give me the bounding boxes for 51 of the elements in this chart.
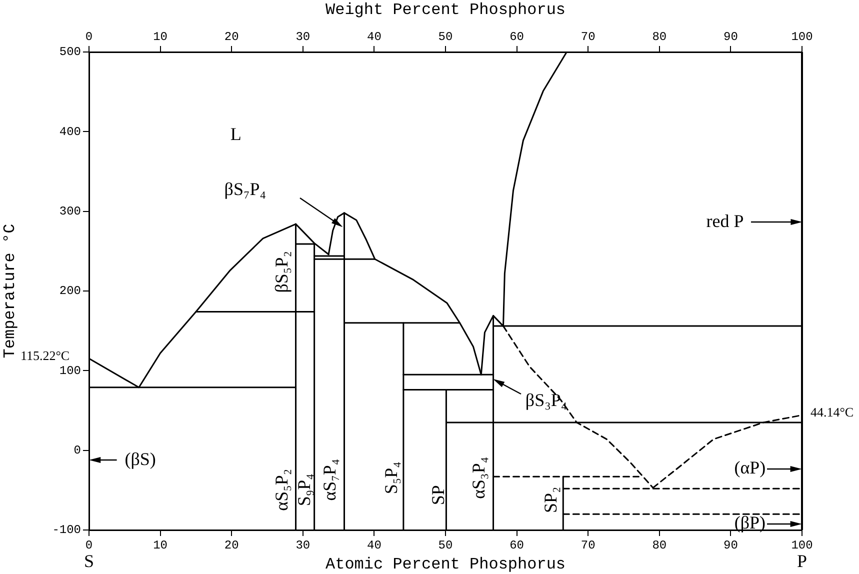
x-tick-label: 60	[510, 538, 524, 552]
x2-tick-label: 30	[296, 30, 310, 44]
y-tick-label: 400	[59, 124, 81, 139]
annotation: βS₅P₂	[272, 251, 292, 293]
x-tick-label: 70	[580, 538, 596, 552]
annotation: (βP)	[734, 512, 766, 533]
x2-tick-label: 60	[510, 30, 524, 44]
annotation: βS₇P₄	[224, 178, 266, 199]
annotation: αS₇P₄	[319, 458, 340, 501]
annotation: SP	[428, 485, 448, 506]
x2-tick-label: 10	[153, 30, 168, 44]
x-tick-label: 20	[224, 538, 239, 552]
annotation: S₉P₄	[294, 474, 314, 506]
annotation: αS₃P₄	[468, 456, 488, 499]
annotation: βS₃P₄	[525, 390, 568, 410]
text: P	[796, 550, 808, 571]
x2-tick-label: 50	[438, 30, 453, 44]
y-tick-label: 500	[59, 45, 81, 60]
x-tick-label: 0	[85, 538, 93, 552]
annotation: S₅P₄	[380, 462, 401, 494]
y-tick-label: 100	[59, 364, 81, 378]
annotation: (βS)	[124, 448, 156, 469]
x2-tick-label: 70	[580, 30, 596, 44]
y-tick-label: 200	[59, 284, 81, 298]
y-tick-label: -100	[52, 523, 81, 538]
x-tick-label: 100	[791, 538, 813, 552]
x-tick-label: 80	[652, 538, 667, 552]
x2-tick-label: 40	[366, 30, 382, 44]
annotation: (αP)	[734, 458, 766, 478]
annotation: αS₅P₂	[272, 468, 292, 511]
annotation: L	[230, 124, 242, 144]
y-tick-label: 0	[74, 444, 81, 458]
annotation: SP₂	[540, 486, 560, 514]
x2-axis-title: Weight Percent Phosphorus	[325, 0, 566, 19]
x2-tick-label: 90	[723, 30, 738, 44]
y-tick-label: 300	[59, 204, 81, 219]
x-tick-label: 50	[438, 538, 453, 552]
annotation: 115.22°C	[20, 348, 70, 363]
x-tick-label: 90	[723, 538, 738, 552]
annotation: red P	[706, 210, 744, 231]
x2-tick-label: 80	[652, 30, 667, 44]
annotation: 44.14°C	[810, 404, 854, 420]
x-tick-label: 40	[366, 538, 382, 552]
x2-tick-label: 0	[85, 30, 93, 44]
x2-tick-label: 100	[791, 30, 813, 44]
x-axis-title: Atomic Percent Phosphorus	[325, 556, 566, 574]
x-tick-label: 10	[153, 538, 168, 552]
x2-tick-label: 20	[224, 30, 239, 44]
x-tick-label: 30	[296, 538, 310, 552]
text: S	[84, 550, 94, 571]
y-axis-title: Temperature °C	[0, 224, 19, 358]
